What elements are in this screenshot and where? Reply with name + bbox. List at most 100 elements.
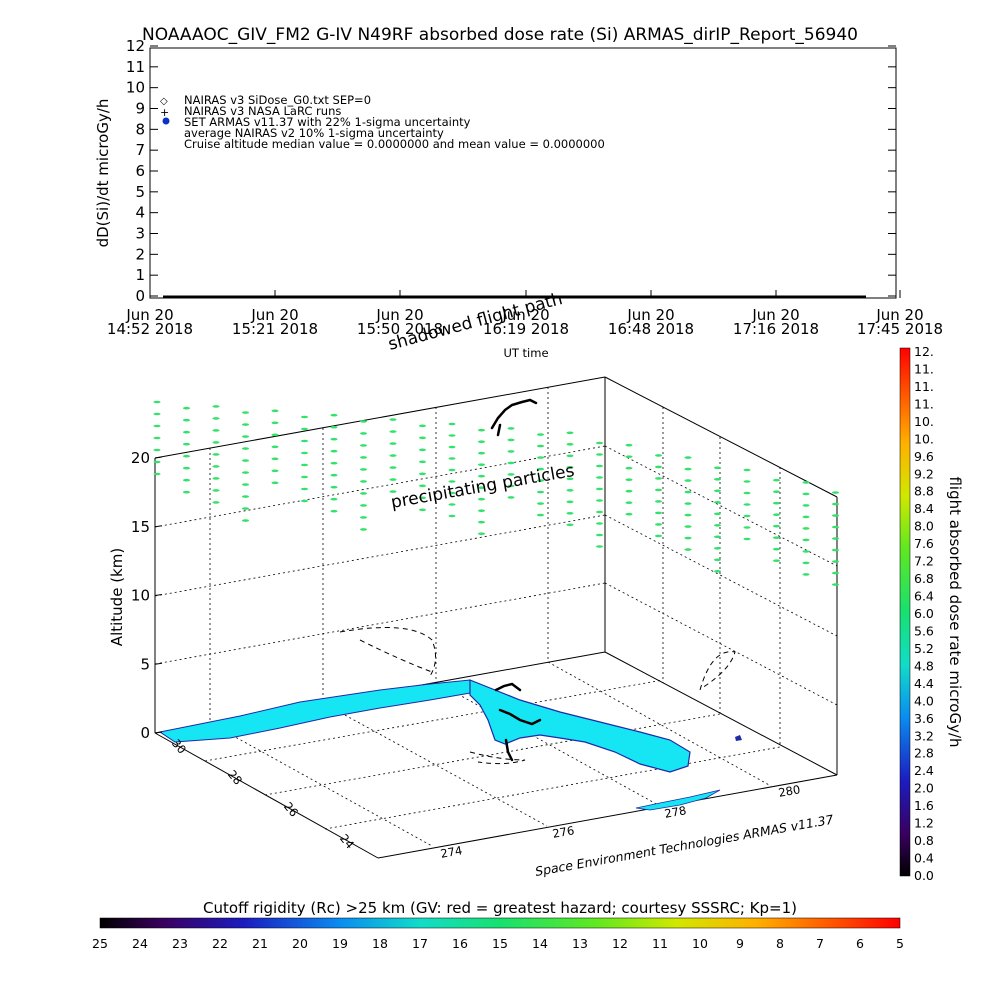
particle-dash (330, 413, 338, 417)
particle-dash (655, 488, 662, 492)
particle-dash (566, 477, 574, 481)
top-x-tick-time: 14:52 2018 (107, 320, 193, 338)
legend-marker-armas (162, 117, 170, 125)
particle-dash (448, 434, 456, 437)
particle-dash (684, 502, 692, 505)
particle-dash (448, 491, 456, 495)
particle-dash (478, 428, 485, 432)
bottom-colorbar-tick-label: 17 (412, 936, 428, 951)
right-colorbar-tick-label: 11. (914, 379, 934, 394)
particle-dash (330, 509, 338, 513)
particle-dash (596, 453, 603, 456)
particle-dash (832, 583, 839, 586)
top-y-tick-label: 8 (135, 120, 145, 138)
altitude-tick (154, 594, 163, 596)
particle-dash (360, 516, 367, 519)
particle-dash (714, 547, 721, 550)
particle-dash (419, 472, 426, 476)
altitude-tick-label: 10 (131, 587, 150, 605)
particle-dash (537, 467, 544, 471)
particle-dash (448, 468, 456, 472)
altitude-tick-label: 5 (140, 655, 150, 673)
top-x-tick-date: Jun 20 (375, 306, 423, 324)
particle-dash (242, 423, 249, 426)
bottom-colorbar-tick-label: 8 (776, 936, 784, 951)
particle-dash (714, 478, 721, 481)
particle-dash (271, 457, 279, 461)
particle-dash (802, 515, 810, 519)
particle-dash (743, 480, 751, 483)
florida-keys (635, 789, 721, 811)
particle-dash (655, 454, 662, 457)
right-colorbar-tick-label: 0.4 (914, 851, 934, 866)
particle-dash (242, 495, 249, 498)
top-x-tick-time: 15:50 2018 (357, 320, 443, 338)
particle-dash (773, 513, 780, 516)
precipitating-particles (153, 400, 839, 586)
particle-dash (566, 454, 574, 458)
particle-dash (448, 457, 456, 460)
bottom-colorbar-tick-label: 20 (292, 936, 308, 951)
top-y-tick-label: 1 (135, 266, 145, 284)
particle-dash (183, 490, 190, 494)
top-x-tick-time: 15:21 2018 (232, 320, 318, 338)
top-y-tick-label: 7 (135, 141, 145, 159)
particle-dash (832, 571, 839, 575)
particle-dash (242, 483, 249, 486)
particle-dash (212, 453, 220, 456)
particle-dash (655, 534, 662, 538)
particle-dash (212, 405, 220, 408)
particle-dash (537, 490, 544, 494)
particle-dash (360, 468, 367, 471)
particle-dash (832, 525, 839, 529)
right-colorbar-ticks: 0.0 0.4 0.8 1.2 1.6 2.0 2.4 2.8 3.2 3.6 4.0 4.4 4.8 5… (914, 344, 934, 883)
particle-dash (360, 480, 367, 483)
bottom-colorbar-tick-label: 15 (492, 936, 508, 951)
land-panhandle (158, 679, 477, 743)
altitude-tick (154, 731, 163, 734)
particle-dash (478, 532, 485, 535)
particle-dash (714, 558, 721, 562)
particle-dash (271, 421, 279, 425)
legend-marker-plus: + (160, 106, 169, 119)
particle-dash (655, 477, 662, 480)
particle-dash (212, 429, 220, 432)
particle-dash (507, 484, 515, 488)
annotation-precipitating: precipitating particles (389, 461, 576, 513)
longitude-axis: 274 276 278 280 (439, 782, 801, 861)
particle-dash (478, 509, 485, 512)
bottom-colorbar-tick-label: 25 (92, 936, 108, 951)
particle-dash (684, 513, 692, 517)
particle-dash (448, 514, 456, 518)
particle-dash (301, 475, 308, 479)
altitude-tick-label: 20 (131, 449, 150, 467)
particle-dash (389, 466, 397, 469)
particle-dash (714, 535, 721, 539)
right-colorbar-tick-label: 2.4 (914, 763, 934, 778)
top-x-tick-date: Jun 20 (875, 306, 923, 324)
particle-dash (389, 442, 397, 445)
particle-dash (183, 418, 190, 422)
particle-dash (389, 490, 397, 493)
particle-dash (596, 464, 603, 468)
particle-dash (832, 514, 839, 517)
particle-dash (832, 560, 839, 563)
top-x-tick-time: 17:16 2018 (733, 320, 819, 338)
particle-dash (832, 502, 839, 506)
particle-dash (596, 499, 603, 502)
particle-dash (183, 442, 190, 446)
particle-dash (478, 486, 485, 490)
particle-dash (301, 427, 308, 431)
altitude-axis-label: Altitude (km) (108, 548, 126, 646)
particle-dash (212, 465, 220, 468)
bottom-colorbar-tick-label: 23 (172, 936, 188, 951)
particle-dash (625, 478, 633, 482)
top-y-tick-label: 5 (135, 183, 145, 201)
right-colorbar-tick-label: 8.0 (914, 519, 934, 534)
particle-dash (714, 512, 721, 516)
particle-dash (448, 503, 456, 506)
right-colorbar-tick-label: 8.4 (914, 501, 934, 516)
top-x-axis-label: UT time (503, 346, 548, 360)
